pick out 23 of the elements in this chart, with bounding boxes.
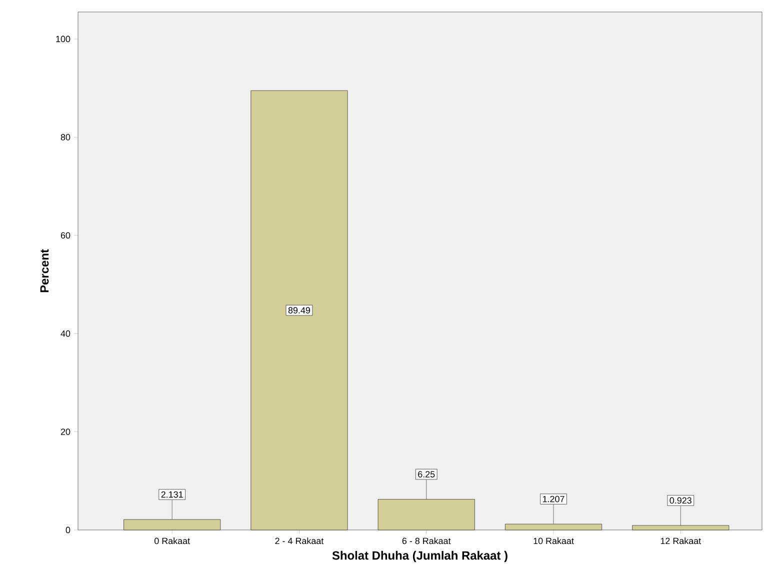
- data-label: 1.207: [542, 496, 564, 502]
- bar: [250, 90, 348, 530]
- x-axis-title: Sholat Dhuha (Jumlah Rakaat ): [332, 550, 508, 562]
- bar: [504, 524, 602, 530]
- bar: [378, 499, 475, 530]
- bar: [124, 519, 221, 530]
- y-axis-title: Percent: [40, 249, 49, 292]
- x-tick-label: 12 Rakaat: [660, 538, 701, 544]
- data-label: 6.25: [418, 471, 435, 478]
- y-tick-label: 80: [60, 134, 70, 140]
- x-tick-label: 10 Rakaat: [534, 538, 574, 544]
- x-tick-label: 6 - 8 Rakaat: [402, 538, 451, 544]
- bar: [632, 525, 730, 530]
- data-label: 89.49: [288, 307, 310, 314]
- y-tick-label: 0: [66, 526, 70, 534]
- y-tick-label: 20: [60, 428, 70, 435]
- x-tick-label: 0 Rakaat: [154, 538, 190, 544]
- x-tick-label: 2 - 4 Rakaat: [275, 538, 324, 544]
- y-tick-label: 40: [60, 330, 70, 337]
- y-tick-label: 60: [60, 232, 70, 239]
- data-label: 2.131: [161, 491, 183, 498]
- data-label: 0.923: [670, 497, 692, 504]
- y-tick-label: 100: [56, 36, 70, 42]
